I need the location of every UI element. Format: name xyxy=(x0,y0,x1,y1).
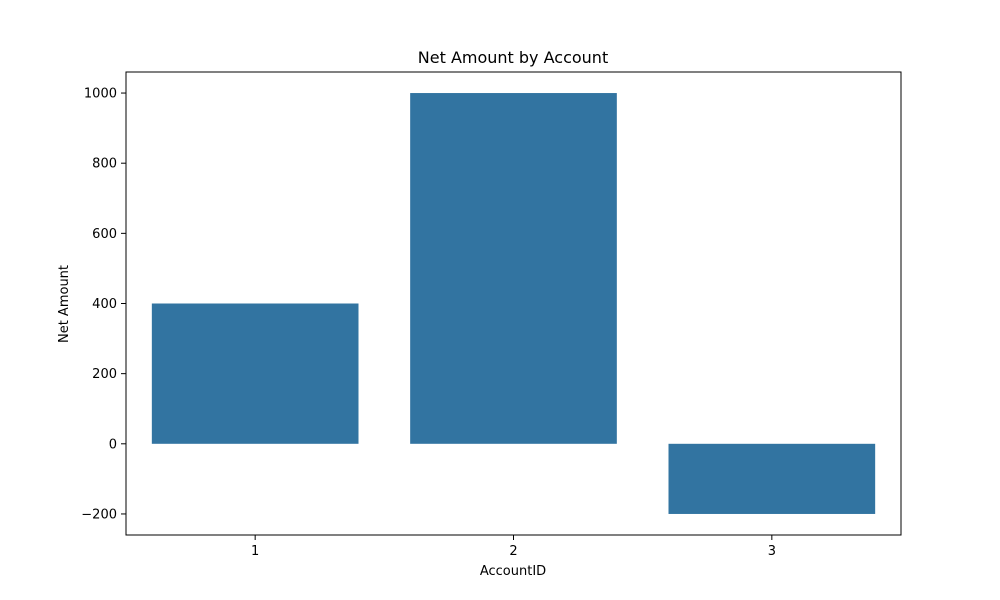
y-tick-label: −200 xyxy=(81,507,117,522)
chart-title: Net Amount by Account xyxy=(418,48,608,67)
y-axis-label: Net Amount xyxy=(57,265,72,343)
y-tick-label: 600 xyxy=(92,227,117,242)
bar-account-3 xyxy=(668,443,876,514)
y-axis-ticks: −200 0 200 400 600 800 1000 xyxy=(81,87,126,522)
y-tick-label: 200 xyxy=(92,367,117,382)
y-tick-label: 400 xyxy=(92,297,117,312)
plot-area-frame xyxy=(125,71,902,536)
x-axis-ticks: 1 2 3 xyxy=(251,535,776,559)
x-tick-label: 1 xyxy=(251,544,259,559)
x-tick-label: 3 xyxy=(768,544,776,559)
y-tick-label: 1000 xyxy=(84,87,117,102)
y-tick-label: 0 xyxy=(109,437,117,452)
x-tick-label: 2 xyxy=(509,544,517,559)
x-axis-label: AccountID xyxy=(480,564,546,579)
bar-account-2 xyxy=(410,93,617,444)
y-tick-label: 800 xyxy=(92,157,117,172)
bars-group xyxy=(151,93,876,514)
bar-account-1 xyxy=(151,303,359,444)
